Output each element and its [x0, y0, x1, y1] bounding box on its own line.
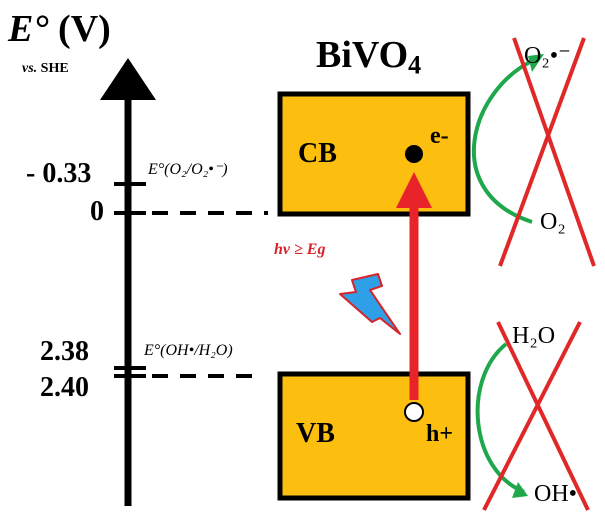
hydroxyl-label: OH• [534, 481, 578, 507]
electron-dot [405, 145, 423, 163]
o2-couple-label: E°(O₂/O₂•⁻) [148, 161, 228, 178]
material-label: BiVO4 [316, 34, 421, 78]
tick-label-m033: - 0.33 [26, 158, 92, 189]
water-label: H₂O [512, 323, 556, 349]
axis-reference: vs. SHE [22, 62, 69, 76]
reduction-curve-arrowhead [528, 54, 544, 72]
hole-label: h+ [426, 421, 454, 447]
material-name: BiVO [316, 34, 409, 76]
oxidation-curve-arrow [475, 342, 525, 494]
electron-label: e- [430, 123, 449, 149]
lightning-bolt-icon [339, 273, 401, 335]
photon-energy-label: hv ≥ Eg [274, 241, 326, 258]
tick-label-238: 2.38 [40, 336, 89, 367]
oxygen-label: O₂ [540, 209, 566, 235]
oxidation-cross-icon [482, 321, 590, 511]
material-subscript: 4 [408, 50, 422, 80]
axis-title: E° (V) [8, 10, 111, 48]
valence-band-label: VB [296, 418, 335, 449]
tick-label-240: 2.40 [40, 372, 89, 403]
excitation-arrow-head [396, 172, 432, 208]
reduction-curve-arrow [471, 58, 535, 224]
conduction-band-box [277, 91, 471, 217]
tick-label-0: 0 [90, 196, 104, 227]
axis-title-unit: (V) [58, 8, 111, 50]
potential-axis-arrowhead [100, 58, 156, 100]
oxidation-curve-arrowhead [512, 482, 528, 498]
axis-title-symbol: E° [8, 8, 49, 50]
axis-reference-name: SHE [40, 61, 69, 76]
hole-circle [404, 402, 424, 422]
oh-couple-label: E°(OH•/H₂O) [144, 342, 233, 359]
valence-band-box [277, 371, 471, 501]
conduction-band-label: CB [298, 138, 337, 169]
superoxide-label: O₂•⁻ [524, 43, 571, 69]
axis-reference-prefix: vs. [22, 61, 38, 76]
reduction-cross-icon [498, 37, 596, 267]
